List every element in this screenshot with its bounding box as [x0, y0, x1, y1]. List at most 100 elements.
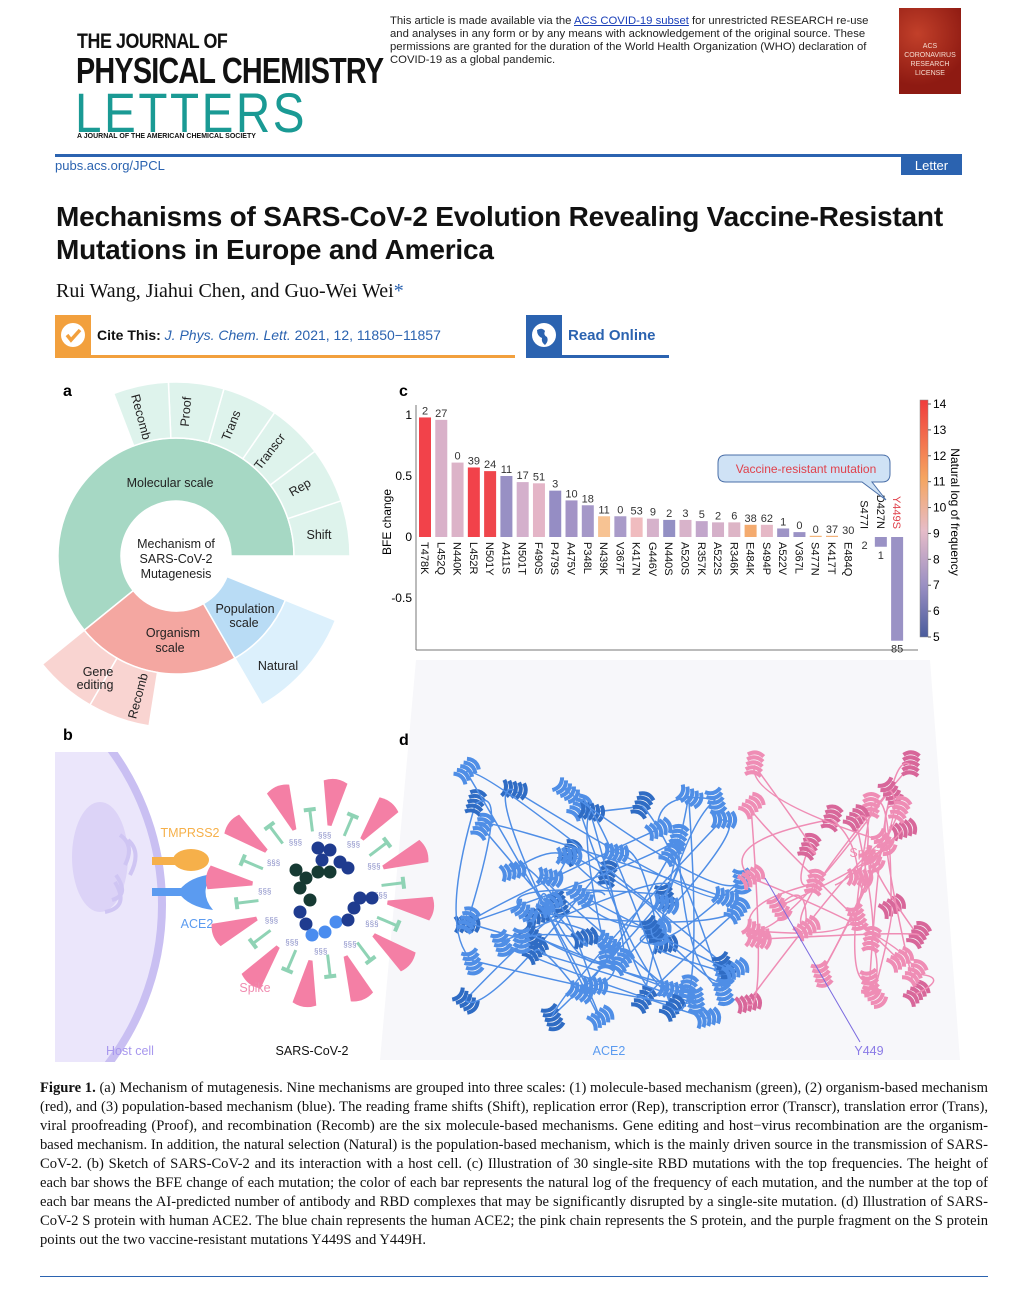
header-divider [55, 154, 962, 157]
bar-value-label: 37 [826, 524, 838, 536]
spike-loop [854, 815, 869, 917]
bar-K417T [826, 535, 838, 537]
sector-natural [233, 599, 337, 706]
spike-loop [753, 764, 817, 855]
bar-value-label: 0 [813, 524, 819, 536]
spike-protein [292, 960, 317, 1008]
bar-value-label: 62 [761, 513, 773, 525]
spike-loop [854, 818, 874, 942]
membrane-protein-head [238, 853, 247, 867]
bar-value-label: 2 [422, 405, 428, 417]
ace2-helix [601, 842, 630, 864]
spike-loop [746, 840, 884, 1004]
panel-label-a: a [63, 383, 72, 400]
rna-bead [311, 865, 325, 879]
spike-protein [343, 955, 374, 1002]
membrane-protein-head [324, 973, 337, 980]
spike-helix [858, 844, 886, 873]
rna-bead [299, 871, 313, 885]
category-label: Y449S [890, 496, 902, 529]
spike-protein [205, 865, 253, 890]
rna-bead [329, 915, 343, 929]
category-label: A411S [499, 542, 511, 574]
ace2-loop [516, 889, 666, 912]
shift-label: Shift [306, 528, 332, 542]
rna-bead [315, 853, 329, 867]
rna-bead [318, 925, 332, 939]
ace2-helix [581, 976, 609, 996]
bar-N440S [663, 519, 676, 537]
ace2-loop [568, 853, 664, 932]
cite-ref: 2021, 12, 11850−11857 [294, 327, 441, 343]
ace2-helix [675, 784, 704, 810]
ace2-helix [711, 978, 736, 1007]
spike-helix [902, 979, 931, 1008]
ace2-loop [465, 771, 601, 1019]
spike-protein [241, 945, 280, 989]
cite-journal: J. Phys. Chem. Lett. [164, 327, 291, 343]
bar-value-label: 1 [878, 550, 884, 562]
bar-D427N [874, 537, 887, 547]
category-label: E484Q [841, 542, 853, 577]
read-online-button[interactable]: Read Online [526, 315, 669, 358]
membrane-protein-head [303, 806, 316, 813]
natural-label: Natural [258, 659, 298, 673]
spike-helix [744, 929, 772, 951]
bar-V367F [614, 516, 627, 537]
y-tick-label: 1 [405, 408, 412, 422]
colorbar-tick-label: 8 [933, 552, 940, 566]
rna-bead [353, 891, 367, 905]
spike-protein [387, 896, 435, 921]
gene-editing-label-line1: Gene [83, 665, 114, 679]
corresponding-author-mark[interactable]: * [393, 280, 404, 302]
ace2-loop [586, 811, 608, 960]
category-label: K417N [630, 542, 642, 576]
spike-loop [754, 789, 891, 932]
category-label: F490S [532, 542, 544, 574]
spike-helix [803, 868, 827, 897]
category-label: S477I [858, 500, 870, 529]
spike-loop [750, 877, 916, 974]
ace2-protein-structure [451, 756, 752, 1032]
ace2-loop [557, 902, 594, 986]
ace2-helix [535, 891, 564, 918]
ace2-helix [586, 1004, 615, 1031]
membrane-protein-head [400, 876, 407, 889]
membrane-protein [368, 841, 388, 857]
category-label: N439K [597, 542, 609, 576]
ace2-helix [564, 980, 594, 1005]
ace2-helix [710, 885, 740, 910]
spike-helix [889, 817, 918, 842]
colorbar-tick-label: 14 [933, 397, 947, 411]
membrane-protein-head [393, 919, 402, 933]
category-label: N440K [451, 542, 463, 576]
colorbar-tick-label: 7 [933, 578, 940, 592]
organism-scale-label-line2: scale [155, 641, 184, 655]
molecular-scale-label: Molecular scale [127, 476, 214, 490]
ace2-receptor [152, 874, 213, 910]
ace2-helix [453, 756, 481, 785]
bar-S494P [760, 524, 773, 537]
rna-bead [323, 843, 337, 857]
acs-covid-subset-link[interactable]: ACS COVID-19 subset [573, 15, 689, 27]
bar-value-label: 53 [631, 505, 643, 517]
acs-coronavirus-license-badge[interactable]: ACS CORONAVIRUS RESEARCH LICENSE [899, 8, 961, 94]
spike-helix [766, 892, 793, 922]
membrane-protein [308, 809, 314, 832]
read-online-label: Read Online [568, 327, 656, 344]
ace2-helix [455, 906, 481, 935]
author-list: Rui Wang, Jiahui Chen, and Guo-Wei Wei* [56, 280, 404, 303]
bar-T478K [419, 417, 431, 537]
spike-label: Spike [239, 981, 270, 995]
spike-loop [748, 882, 815, 940]
bar-N501T [516, 482, 529, 537]
rna-bead [311, 841, 325, 855]
cite-this-button[interactable]: Cite This: J. Phys. Chem. Lett. 2021, 12… [55, 315, 515, 358]
colorbar [919, 399, 929, 638]
y-tick-label: -0.5 [391, 591, 412, 605]
journal-url-link[interactable]: pubs.acs.org/JPCL [55, 158, 165, 173]
journal-logo-line2: PHYSICAL CHEMISTRY [76, 50, 384, 91]
bar-R357K [695, 521, 708, 537]
spike-helix [744, 750, 766, 778]
panel-label-b: b [63, 727, 73, 744]
